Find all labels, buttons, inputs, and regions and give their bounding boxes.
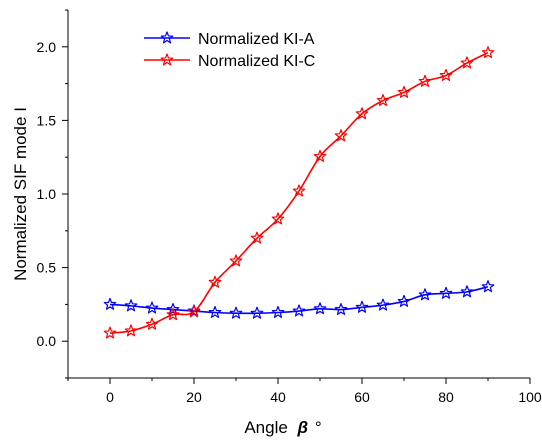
y-axis-title: Normalized SIF mode I bbox=[11, 107, 30, 281]
legend-marker-0 bbox=[160, 31, 174, 44]
x-tick-label-3: 60 bbox=[354, 389, 370, 405]
series-0-point-8 bbox=[271, 305, 285, 318]
series-1-point-7 bbox=[250, 231, 264, 244]
x-tick-label-4: 80 bbox=[438, 389, 454, 405]
series-0-point-2 bbox=[145, 301, 159, 314]
series-1-point-17 bbox=[460, 56, 474, 69]
series-1-point-12 bbox=[355, 107, 369, 120]
legend-label-1: Normalized KI-C bbox=[198, 53, 315, 70]
series-0-point-13 bbox=[376, 298, 390, 311]
x-tick-label-0: 0 bbox=[106, 389, 114, 405]
x-axis-title-symbol: β bbox=[297, 418, 309, 437]
series-0-point-3 bbox=[166, 302, 180, 316]
series-0-point-14 bbox=[397, 294, 411, 307]
x-tick-label-1: 20 bbox=[186, 389, 202, 405]
series-0-point-6 bbox=[229, 306, 243, 319]
series-0-point-15 bbox=[418, 288, 432, 301]
series-0-point-17 bbox=[460, 285, 474, 298]
series-0-point-4 bbox=[187, 304, 201, 317]
series-1-point-13 bbox=[376, 93, 390, 106]
series-1-point-5 bbox=[208, 275, 222, 288]
y-tick-label-0: 0.0 bbox=[37, 333, 57, 349]
series-1-point-10 bbox=[313, 149, 327, 162]
series-0-point-16 bbox=[439, 286, 453, 299]
series-0-point-18 bbox=[481, 280, 495, 293]
series-line-0 bbox=[109, 285, 489, 315]
x-tick-label-5: 100 bbox=[518, 389, 542, 405]
series-0-point-5 bbox=[208, 305, 222, 318]
x-axis-title: Angle β ° bbox=[244, 418, 321, 437]
series-1-point-2 bbox=[145, 317, 159, 330]
series-0 bbox=[103, 280, 495, 319]
series-0-point-7 bbox=[250, 306, 264, 319]
series-1 bbox=[103, 46, 495, 339]
x-axis-title-unit: ° bbox=[315, 418, 322, 437]
y-tick-label-4: 2.0 bbox=[37, 39, 57, 55]
series-1-point-0 bbox=[103, 326, 117, 339]
x-tick-label-2: 40 bbox=[270, 389, 286, 405]
y-tick-label-1: 0.5 bbox=[37, 260, 57, 276]
series-0-point-9 bbox=[292, 304, 306, 317]
series-1-point-14 bbox=[397, 85, 411, 98]
series-0-point-11 bbox=[334, 302, 348, 316]
series-0-point-1 bbox=[124, 299, 138, 312]
series-1-point-15 bbox=[418, 74, 432, 87]
series-0-point-0 bbox=[103, 297, 117, 310]
series-1-point-16 bbox=[439, 68, 453, 81]
legend: Normalized KI-A Normalized KI-C bbox=[144, 31, 315, 70]
series-1-point-11 bbox=[334, 129, 348, 142]
series-1-point-6 bbox=[229, 254, 243, 267]
legend-marker-1 bbox=[160, 53, 174, 66]
series-0-point-10 bbox=[313, 302, 327, 315]
series-line-1 bbox=[109, 51, 489, 334]
series-1-point-18 bbox=[481, 46, 495, 59]
series-1-point-4 bbox=[187, 305, 201, 318]
x-axis-title-text: Angle bbox=[244, 418, 287, 437]
y-tick-label-3: 1.5 bbox=[37, 112, 57, 128]
series-1-point-9 bbox=[292, 184, 306, 197]
series-1-point-1 bbox=[124, 324, 138, 337]
series-layer bbox=[103, 46, 495, 339]
y-tick-label-2: 1.0 bbox=[37, 186, 57, 202]
legend-label-0: Normalized KI-A bbox=[198, 31, 315, 48]
series-1-point-8 bbox=[271, 212, 285, 225]
series-1-point-3 bbox=[166, 308, 180, 321]
series-0-point-12 bbox=[355, 300, 369, 313]
axes: 0 20 40 60 80 100 0.0 0.5 1.0 1.5 2.0 bbox=[37, 9, 542, 405]
